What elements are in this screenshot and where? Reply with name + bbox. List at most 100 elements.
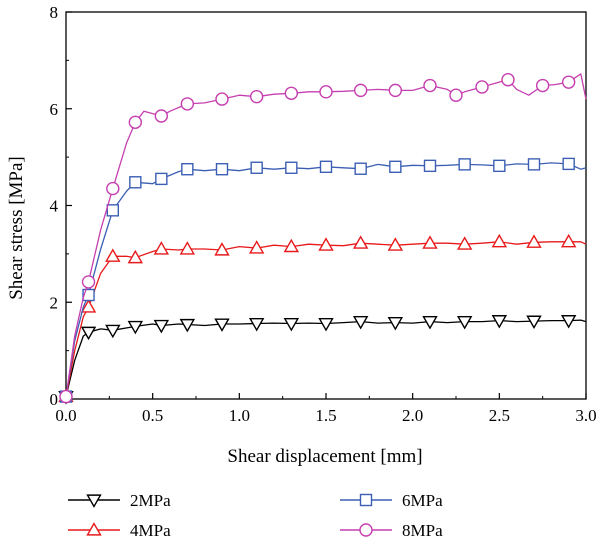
series-8MPa: [59, 73, 587, 404]
x-tick-label: 0.5: [142, 406, 163, 425]
x-tick-label: 1.0: [229, 406, 250, 425]
series-6MPa: [59, 157, 587, 403]
data-point: [129, 176, 142, 189]
data-point: [283, 238, 300, 253]
data-point: [491, 315, 508, 329]
data-point: [128, 115, 143, 129]
data-point: [180, 97, 195, 111]
y-tick-label: 0: [50, 390, 59, 409]
data-point: [82, 288, 95, 302]
series-2MPa: [58, 315, 587, 405]
x-tick-label: 2.5: [489, 406, 510, 425]
legend-marker: [86, 522, 102, 536]
series-line: [65, 162, 587, 397]
series-line: [65, 319, 587, 397]
data-point: [526, 234, 542, 248]
data-point: [354, 162, 367, 175]
legend-marker: [86, 494, 102, 508]
data-point: [353, 83, 368, 98]
data-point: [248, 317, 265, 332]
data-point: [249, 89, 264, 104]
data-point: [80, 299, 97, 313]
legend-item: 8MPa: [340, 521, 443, 540]
data-point: [387, 237, 404, 251]
data-point: [179, 241, 196, 255]
data-point: [475, 80, 489, 94]
legend-label: 6MPa: [402, 491, 443, 510]
data-point: [493, 159, 506, 173]
y-tick-label: 4: [50, 197, 59, 216]
data-point: [423, 159, 437, 173]
data-point: [560, 315, 577, 329]
data-point: [250, 161, 263, 174]
series-line: [65, 73, 587, 397]
legend-label: 8MPa: [402, 521, 443, 540]
data-point: [318, 237, 334, 251]
data-point: [491, 233, 508, 248]
series-layer: [58, 73, 587, 405]
data-point: [561, 75, 576, 89]
data-point: [422, 316, 438, 330]
legend-marker: [359, 523, 373, 537]
x-tick-label: 1.5: [315, 406, 336, 425]
legend-item: 6MPa: [340, 491, 443, 510]
legend-label: 2MPa: [130, 491, 171, 510]
data-point: [318, 317, 334, 332]
data-point: [284, 86, 299, 100]
legend: 2MPa 4MPa 6MPa 8MPa: [68, 491, 443, 540]
legend-label: 4MPa: [130, 521, 171, 540]
data-point: [501, 73, 515, 87]
data-point: [59, 389, 73, 404]
y-tick-label: 6: [50, 100, 59, 119]
data-point: [214, 242, 230, 256]
x-axis-label: Shear displacement [mm]: [227, 446, 422, 467]
data-point: [456, 316, 473, 330]
data-point: [81, 275, 96, 289]
y-axis-label: Shear stress [MPa]: [6, 156, 27, 300]
axes: 0.0 0.5 1.0 1.5 2.0 2.5 3.0 0 2 4 6 8: [50, 3, 597, 425]
data-point: [181, 163, 194, 176]
data-point: [248, 240, 265, 254]
data-point: [458, 158, 471, 171]
data-point: [214, 318, 230, 332]
data-point: [179, 318, 196, 333]
data-point: [527, 158, 541, 171]
data-point: [127, 249, 144, 264]
data-point: [154, 109, 169, 123]
x-tick-label: 2.0: [402, 406, 423, 425]
legend-marker: [359, 493, 373, 507]
data-point: [352, 316, 369, 330]
data-point: [422, 235, 438, 249]
data-point: [423, 78, 437, 93]
data-point: [319, 160, 333, 174]
data-point: [389, 160, 402, 174]
data-point: [155, 172, 168, 186]
x-tick-label: 3.0: [575, 406, 596, 425]
data-point: [388, 83, 403, 98]
data-point: [560, 233, 577, 248]
data-point: [285, 161, 298, 174]
data-point: [215, 92, 229, 106]
plot-frame: [65, 11, 587, 400]
legend-item: 4MPa: [68, 521, 171, 540]
data-point: [449, 88, 463, 102]
data-point: [352, 235, 369, 249]
x-tick-label: 0.0: [55, 406, 76, 425]
data-point: [105, 324, 121, 339]
data-point: [387, 316, 404, 331]
data-point: [106, 204, 120, 217]
data-point: [80, 326, 97, 341]
data-point: [319, 85, 333, 99]
legend-item: 2MPa: [68, 491, 171, 510]
y-tick-label: 8: [50, 3, 59, 22]
data-point: [562, 157, 575, 171]
y-tick-label: 2: [50, 293, 59, 312]
data-point: [106, 181, 120, 196]
data-point: [535, 78, 550, 93]
data-point: [215, 163, 229, 176]
data-point: [456, 236, 473, 250]
data-point: [153, 241, 170, 255]
data-point: [105, 248, 121, 262]
data-point: [127, 320, 144, 335]
